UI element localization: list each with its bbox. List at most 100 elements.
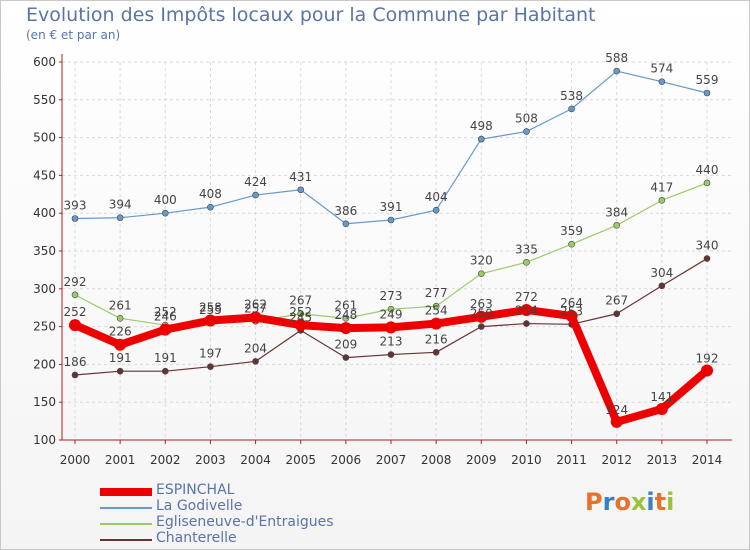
data-point — [116, 314, 124, 322]
data-point — [252, 191, 259, 199]
data-label: 192 — [696, 351, 719, 365]
data-point — [342, 354, 350, 361]
data-point — [658, 78, 666, 85]
data-label: 408 — [199, 187, 222, 201]
data-label: 209 — [334, 338, 357, 352]
data-label: 538 — [560, 89, 583, 103]
legend-label: La Godivelle — [156, 498, 243, 514]
data-label: 248 — [334, 308, 357, 322]
data-label: 186 — [64, 355, 87, 369]
data-label: 261 — [109, 298, 132, 312]
data-point — [387, 216, 395, 224]
data-point — [523, 128, 530, 135]
data-point — [297, 186, 305, 194]
x-tick-label: 2000 — [60, 453, 91, 467]
data-label: 253 — [560, 304, 583, 318]
x-tick-label: 2007 — [376, 453, 407, 467]
y-tick-label: 200 — [33, 357, 56, 371]
data-label: 249 — [380, 307, 403, 321]
data-point — [204, 314, 217, 327]
data-label: 246 — [154, 310, 177, 324]
data-point — [71, 371, 79, 379]
data-point — [342, 314, 350, 322]
y-tick-label: 250 — [33, 320, 56, 334]
data-point — [430, 317, 443, 330]
y-tick-label: 550 — [33, 93, 56, 107]
data-label: 335 — [515, 242, 538, 256]
data-label: 574 — [650, 62, 673, 76]
x-tick-label: 2004 — [240, 453, 271, 467]
data-point — [207, 363, 214, 370]
data-point — [116, 367, 124, 375]
data-label: 191 — [109, 351, 132, 365]
data-point — [520, 303, 533, 316]
data-label: 204 — [244, 341, 267, 355]
data-label: 424 — [244, 175, 267, 189]
y-tick-label: 500 — [33, 131, 56, 145]
data-label: 393 — [64, 198, 87, 212]
logo-letter: r — [602, 488, 615, 516]
logo-letter: P — [585, 488, 603, 516]
data-point — [71, 215, 79, 222]
y-tick-label: 400 — [33, 206, 56, 220]
legend-swatch — [100, 507, 152, 509]
data-label: 440 — [696, 163, 719, 177]
data-point — [252, 358, 259, 365]
data-label: 277 — [425, 286, 448, 300]
x-tick-label: 2014 — [692, 453, 723, 467]
data-label: 264 — [560, 296, 583, 310]
data-label: 588 — [605, 51, 628, 65]
x-tick-label: 2013 — [647, 453, 678, 467]
data-point — [701, 364, 713, 377]
y-tick-label: 100 — [33, 433, 56, 447]
data-label: 559 — [696, 73, 719, 87]
data-label: 197 — [199, 347, 222, 361]
x-tick-label: 2005 — [285, 453, 316, 467]
data-point — [159, 323, 172, 336]
x-tick-label: 2012 — [601, 453, 632, 467]
logo-letter: x — [630, 488, 647, 516]
data-label: 417 — [650, 180, 673, 194]
data-label: 391 — [380, 200, 403, 214]
data-point — [387, 351, 395, 358]
x-tick-label: 2010 — [511, 453, 542, 467]
data-label: 400 — [154, 193, 177, 207]
data-point — [71, 291, 79, 299]
data-label: 252 — [64, 305, 87, 319]
data-point — [475, 310, 488, 323]
data-point — [523, 259, 530, 266]
data-label: 262 — [244, 298, 267, 312]
axes: 100 150 200 250 300 350 400 450 500 550 600 2000 200… — [33, 54, 732, 467]
x-tick-label: 2008 — [421, 453, 452, 467]
logo-letter: t — [654, 488, 667, 516]
data-label: 245 — [289, 310, 312, 324]
data-label: 384 — [605, 205, 628, 219]
y-tick-label: 450 — [33, 168, 56, 182]
data-point — [477, 323, 485, 330]
legend-label: Chanterelle — [156, 530, 237, 546]
data-label: 320 — [470, 254, 493, 268]
data-point — [703, 179, 711, 187]
data-point — [613, 67, 621, 75]
legend-swatch — [100, 488, 152, 496]
data-point — [387, 305, 395, 313]
data-label: 254 — [515, 304, 538, 318]
data-label: 141 — [650, 390, 673, 404]
data-label: 263 — [470, 297, 493, 311]
data-point — [613, 221, 621, 229]
data-point — [477, 135, 485, 143]
x-tick-label: 2009 — [466, 453, 497, 467]
data-label: 258 — [199, 301, 222, 315]
data-point — [116, 214, 124, 222]
data-point — [385, 321, 397, 334]
data-label: 226 — [109, 325, 132, 339]
data-label: 431 — [289, 170, 312, 184]
data-label: 508 — [515, 112, 538, 126]
data-label: 191 — [154, 351, 177, 365]
logo-letter: o — [614, 488, 631, 516]
data-label: 216 — [425, 332, 448, 346]
data-point — [655, 403, 668, 416]
chart-subtitle: (en € et par an) — [26, 28, 121, 42]
